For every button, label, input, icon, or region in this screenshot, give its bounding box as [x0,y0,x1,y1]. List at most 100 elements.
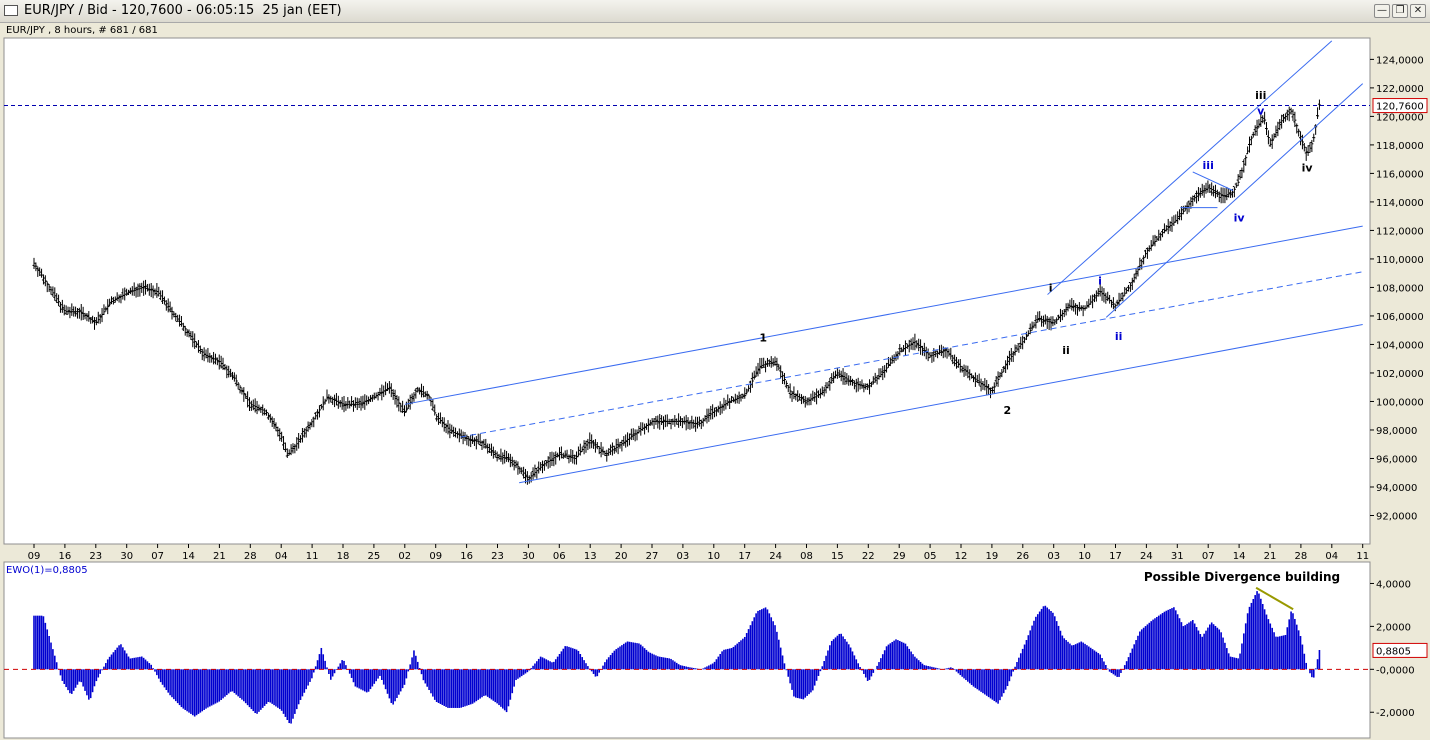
price-bar [1246,146,1250,155]
wave-label: 2 [1004,404,1012,417]
time-axis-label: 09 [28,551,41,562]
price-bar [790,391,794,402]
price-bar [966,365,970,379]
price-bar [648,419,652,426]
price-bar [773,356,777,366]
price-bar [387,381,391,394]
price-bar [229,368,233,378]
price-bar [268,413,272,423]
price-bar [554,451,558,465]
price-bar [482,439,486,449]
price-bar [567,454,571,464]
price-bar [1111,297,1115,310]
price-plot-background [3,37,1371,545]
price-bar [866,383,870,390]
price-bar [1227,188,1231,198]
price-axis-label: 118,0000 [1376,141,1424,152]
price-bar [408,394,412,410]
time-axis-label: 04 [275,551,288,562]
price-bar [1238,169,1242,180]
price-bar [1000,368,1004,378]
price-bar [815,388,819,405]
price-bar [404,401,408,413]
price-bar [1317,99,1321,110]
price-bar [289,444,293,456]
price-bar [660,415,664,425]
price-bar [193,333,197,349]
price-bar [1040,315,1044,327]
wave-channel-upper [404,225,1363,405]
price-bar [605,449,609,462]
price-bar [975,374,979,383]
price-bar [703,415,707,422]
price-bar [777,364,781,371]
price-bar [179,316,183,327]
price-bar [1074,303,1078,315]
price-bar [1310,139,1314,153]
price-bar [1247,136,1251,153]
minimize-button[interactable]: — [1374,4,1390,18]
price-axis-label: 96,0000 [1376,454,1417,465]
price-bar [1240,167,1244,179]
price-bar [1115,299,1119,306]
close-button[interactable]: ✕ [1410,4,1426,18]
price-bar [238,385,242,394]
time-axis-label: 27 [646,551,659,562]
price-bar [172,311,176,318]
price-bar [1041,315,1045,327]
price-bar [1072,300,1076,312]
price-bar [138,283,142,297]
price-bar [1079,305,1083,311]
price-bar [283,442,287,453]
price-bar [523,468,527,484]
price-bar [705,408,709,424]
price-bar [890,355,894,364]
price-bar [1193,194,1197,202]
price-bar [1316,107,1320,119]
price-axis-label: 124,0000 [1376,55,1424,66]
restore-button[interactable]: ❐ [1392,4,1408,18]
title-bar[interactable]: EUR/JPY / Bid - 120,7600 - 06:05:15 25 j… [0,0,1430,23]
price-bar [830,373,834,384]
price-bar [403,405,407,417]
price-bar [300,427,304,443]
price-bar [1185,202,1189,215]
price-bar [624,434,628,448]
price-bar [533,464,537,478]
price-bar [627,433,631,446]
price-bar [47,283,51,292]
price-bar [1212,185,1216,197]
time-axis-label: 02 [398,551,411,562]
time-axis-label: 21 [1264,551,1277,562]
price-bar [340,396,344,410]
price-bar [879,368,883,378]
price-bar [344,401,348,411]
price-bar [692,419,696,429]
time-axis-label: 19 [986,551,999,562]
current-price-box [1372,98,1428,114]
price-bar [779,365,783,379]
price-bar [762,357,766,369]
price-bar [416,386,420,393]
price-bar [748,380,752,393]
wave-label: iv [1234,212,1246,225]
chart-window-icon [4,5,18,16]
window-title: EUR/JPY / Bid - 120,7600 - 06:05:15 25 j… [24,3,342,18]
price-bar [1242,159,1246,173]
price-axis-label: 98,0000 [1376,426,1417,437]
price-bar [465,434,469,446]
price-bar [1270,134,1274,149]
price-bar [87,311,91,322]
price-bar [368,395,372,402]
price-bar [421,385,425,398]
price-bar [851,378,855,386]
price-bar [661,416,665,430]
price-bar [232,372,236,382]
impulse-channel-upper [1047,40,1333,295]
price-bar [367,396,371,405]
price-bar [317,405,321,418]
price-bar [832,371,836,383]
price-bar [794,393,798,401]
price-bar [395,395,399,408]
